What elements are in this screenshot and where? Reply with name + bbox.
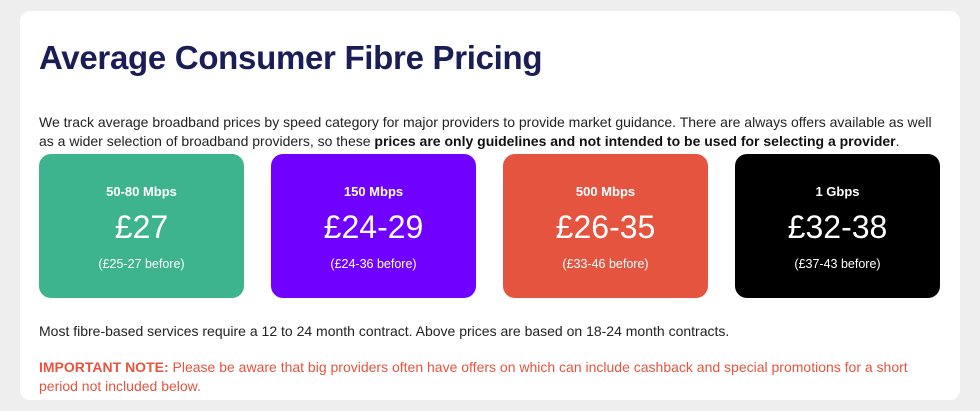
- card-speed: 150 Mbps: [343, 184, 404, 199]
- intro-bold-text: prices are only guidelines and not inten…: [374, 132, 896, 149]
- card-before: (£25-27 before): [98, 257, 185, 271]
- note-label: IMPORTANT NOTE:: [39, 359, 169, 375]
- contract-info: Most fibre-based services require a 12 t…: [39, 323, 730, 339]
- price-card-1gbps: 1 Gbps £32-38 (£37-43 before): [735, 154, 940, 298]
- card-before: (£24-36 before): [330, 257, 417, 271]
- pricing-panel: Average Consumer Fibre Pricing We track …: [20, 11, 960, 400]
- price-card-150: 150 Mbps £24-29 (£24-36 before): [271, 154, 476, 298]
- intro-end: .: [895, 132, 900, 149]
- note-text: Please be aware that big providers often…: [39, 359, 908, 394]
- price-card-50-80: 50-80 Mbps £27 (£25-27 before): [39, 154, 244, 298]
- intro-text: We track average broadband prices by spe…: [39, 114, 932, 149]
- card-price: £24-29: [323, 209, 424, 245]
- intro-paragraph: We track average broadband prices by spe…: [39, 113, 944, 150]
- important-note: IMPORTANT NOTE: Please be aware that big…: [39, 358, 944, 395]
- card-speed: 1 Gbps: [815, 184, 860, 199]
- page-title: Average Consumer Fibre Pricing: [39, 39, 543, 76]
- card-price: £27: [114, 209, 169, 245]
- price-card-500: 500 Mbps £26-35 (£33-46 before): [503, 154, 708, 298]
- card-price: £32-38: [787, 209, 888, 245]
- card-price: £26-35: [555, 209, 656, 245]
- card-speed: 50-80 Mbps: [106, 184, 177, 199]
- card-before: (£37-43 before): [794, 257, 881, 271]
- card-speed: 500 Mbps: [575, 184, 636, 199]
- card-before: (£33-46 before): [562, 257, 649, 271]
